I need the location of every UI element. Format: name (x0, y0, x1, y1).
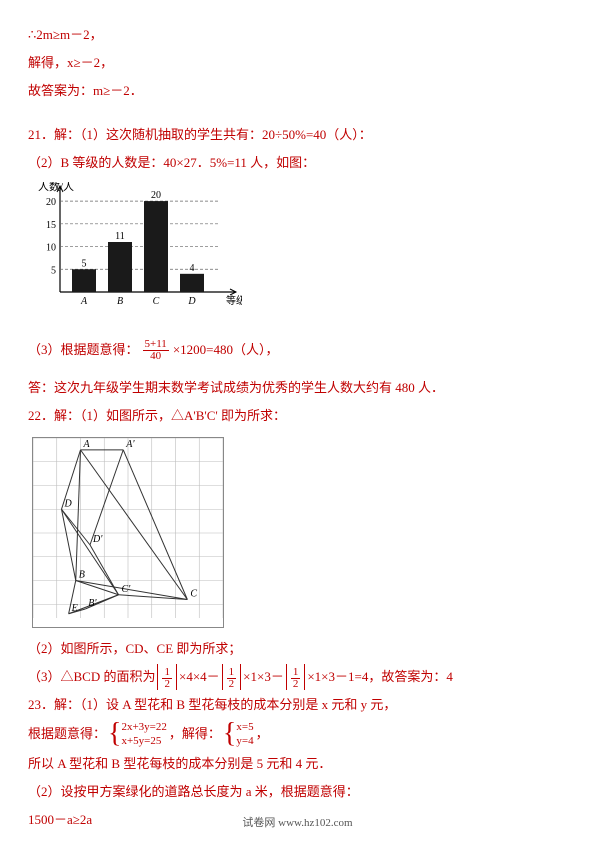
svg-text:C: C (153, 296, 160, 307)
q21-line-1: 21．解：（1）这次随机抽取的学生共有：20÷50%=40（人）： (28, 122, 567, 148)
svg-text:20: 20 (46, 197, 56, 208)
frac-den: 40 (148, 351, 163, 362)
svg-text:等级: 等级 (226, 294, 242, 307)
svg-text:人数/人: 人数/人 (38, 182, 74, 193)
svg-text:5: 5 (82, 258, 87, 269)
brace-icon: { (108, 720, 121, 748)
q21-l3-prefix: （3）根据题意得： (28, 337, 139, 363)
page-footer: 试卷网 www.hz102.com (0, 814, 595, 830)
t3: ×1×3－1=4，故答案为：4 (307, 664, 453, 690)
svg-text:B: B (79, 570, 85, 581)
q23-line-1: 23．解：（1）设 A 型花和 B 型花每枝的成本分别是 x 元和 y 元， (28, 692, 567, 718)
svg-text:A: A (80, 296, 88, 307)
frac-num: 5+11 (143, 339, 169, 351)
svg-text:B': B' (88, 598, 97, 609)
q21-line-2: （2）B 等级的人数是：40×27．5%=11 人，如图： (28, 150, 567, 176)
q23-line-3: 所以 A 型花和 B 型花每枝的成本分别是 5 元和 4 元． (28, 751, 567, 777)
abs-3: 12 (286, 664, 306, 690)
brace-icon: { (223, 720, 236, 748)
svg-text:B: B (117, 296, 123, 307)
q23-line-2: 根据题意得： { 2x+3y=22 x+5y=25 ，解得： { x=5 y=4… (28, 720, 567, 749)
t2: ×1×3－ (243, 664, 284, 690)
fraction-q21: 5+11 40 (143, 339, 169, 362)
svg-text:C: C (190, 589, 197, 600)
q21-line-3: （3）根据题意得： 5+11 40 ×1200=480（人）， (28, 337, 567, 363)
svg-text:D': D' (92, 534, 103, 545)
svg-text:A: A (83, 439, 91, 450)
q23-mid: ，解得： (169, 721, 221, 747)
t1: ×4×4－ (179, 664, 220, 690)
svg-text:D: D (64, 498, 73, 509)
equation-system-2: { x=5 y=4 (223, 720, 254, 749)
q22-line-2: （2）如图所示，CD、CE 即为所求； (28, 636, 567, 662)
geometry-figure: A A' D D' B B' E C C' (32, 437, 224, 628)
svg-text:10: 10 (46, 243, 56, 254)
q22-line-3: （3）△BCD 的面积为 12 ×4×4－ 12 ×1×3－ 12 ×1×3－1… (28, 664, 567, 690)
eq2a: x=5 (236, 720, 253, 734)
eq1a: 2x+3y=22 (121, 720, 166, 734)
intro-line-2: 解得，x≥－2， (28, 50, 567, 76)
q23-end: ， (256, 721, 269, 747)
svg-text:E: E (71, 603, 78, 614)
q23-line-4: （2）设按甲方案绿化的道路总长度为 a 米，根据题意得： (28, 779, 567, 805)
q22-line-1: 22．解：（1）如图所示，△A'B'C' 即为所求： (28, 403, 567, 429)
abs-2: 12 (222, 664, 242, 690)
svg-text:5: 5 (51, 265, 56, 276)
equation-system-1: { 2x+3y=22 x+5y=25 (108, 720, 167, 749)
intro-line-1: ∴2m≥m－2， (28, 22, 567, 48)
svg-text:D: D (187, 296, 196, 307)
svg-text:20: 20 (151, 190, 161, 201)
bar-chart: 人数/人 5 10 15 20 5 A 11 B 20 C 4 D 等级 (32, 182, 567, 331)
svg-text:4: 4 (190, 263, 195, 274)
intro-line-3: 故答案为：m≥－2． (28, 78, 567, 104)
svg-text:15: 15 (46, 220, 56, 231)
q23-l2-prefix: 根据题意得： (28, 721, 106, 747)
svg-text:11: 11 (115, 231, 125, 242)
abs-1: 12 (157, 664, 177, 690)
q21-l3-suffix: ×1200=480（人）， (173, 337, 279, 363)
eq1b: x+5y=25 (121, 734, 166, 748)
svg-text:C': C' (122, 584, 132, 595)
eq2b: y=4 (236, 734, 253, 748)
q21-line-4: 答：这次九年级学生期末数学考试成绩为优秀的学生人数大约有 480 人． (28, 375, 567, 401)
q22-l3-prefix: （3）△BCD 的面积为 (28, 664, 155, 690)
svg-text:A': A' (125, 439, 135, 450)
